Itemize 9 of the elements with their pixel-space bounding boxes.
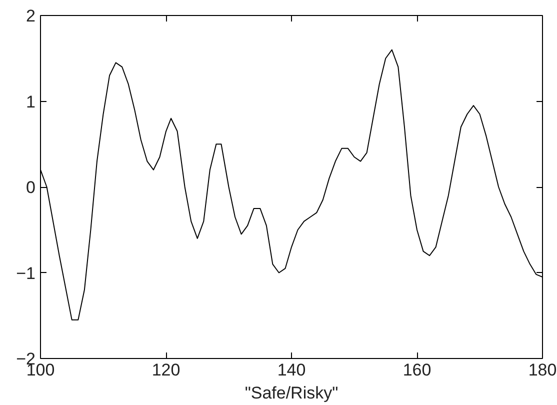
y-tick-label: −1	[16, 264, 36, 283]
x-tick-label: 160	[402, 360, 432, 380]
y-tick-label: 1	[26, 92, 36, 112]
y-tick-label: 0	[26, 178, 36, 197]
x-tick-label: 120	[152, 360, 180, 380]
y-tick-label: 2	[26, 6, 36, 26]
x-tick-label: 140	[277, 360, 306, 380]
x-axis-title: "Safe/Risky"	[244, 384, 338, 402]
x-tick-label: 180	[528, 360, 557, 380]
